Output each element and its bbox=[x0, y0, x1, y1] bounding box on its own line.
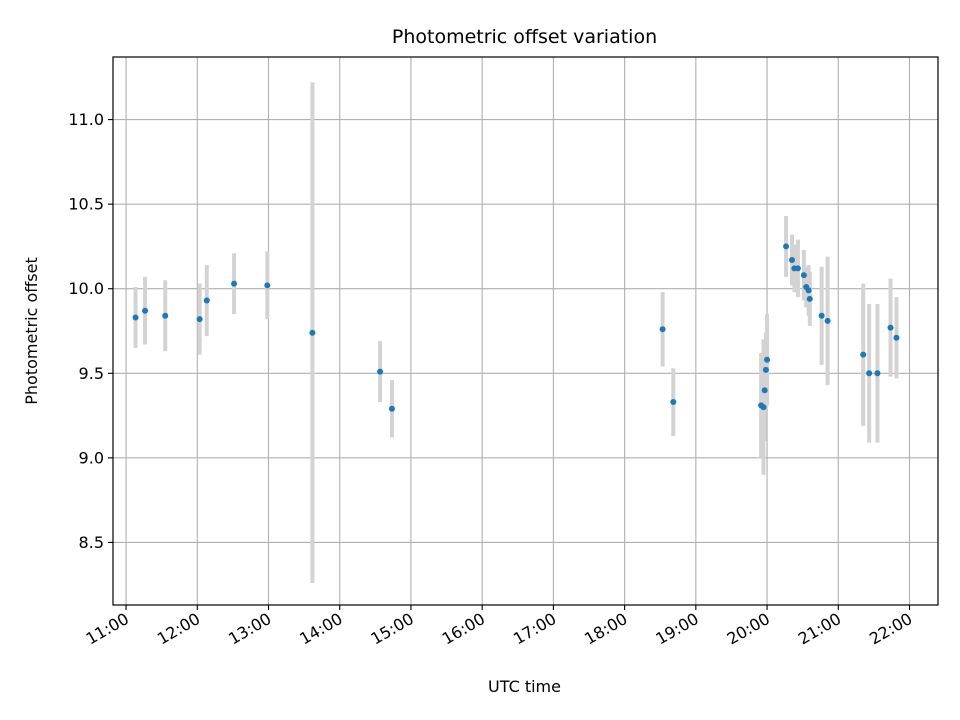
data-point bbox=[806, 295, 813, 302]
data-point bbox=[893, 334, 900, 341]
data-point bbox=[866, 370, 873, 377]
data-point bbox=[824, 317, 831, 324]
y-tick-label: 10.0 bbox=[68, 279, 104, 298]
y-tick-label: 10.5 bbox=[68, 195, 104, 214]
data-point bbox=[887, 324, 894, 331]
y-tick-label: 8.5 bbox=[79, 533, 104, 552]
data-point bbox=[818, 312, 825, 319]
data-point bbox=[388, 405, 395, 412]
x-axis-title: UTC time bbox=[488, 677, 561, 696]
data-point bbox=[264, 282, 271, 289]
data-point bbox=[203, 297, 210, 304]
data-point bbox=[764, 356, 771, 363]
y-axis: 8.5 9.0 9.5 10.0 10.5 11.0 bbox=[68, 110, 113, 552]
data-point bbox=[760, 404, 767, 411]
data-point bbox=[132, 314, 139, 321]
data-point bbox=[142, 307, 149, 314]
y-tick-label: 9.0 bbox=[79, 448, 104, 467]
data-point bbox=[874, 370, 881, 377]
data-point bbox=[196, 316, 203, 323]
data-point bbox=[783, 243, 790, 250]
data-point bbox=[800, 272, 807, 279]
data-point bbox=[761, 387, 768, 394]
data-point bbox=[377, 368, 384, 375]
data-point bbox=[805, 287, 812, 294]
data-point bbox=[860, 351, 867, 358]
data-point bbox=[670, 399, 677, 406]
chart-title: Photometric offset variation bbox=[392, 26, 657, 48]
y-axis-title: Photometric offset bbox=[22, 257, 41, 405]
data-point bbox=[309, 329, 316, 336]
data-points bbox=[132, 243, 900, 412]
data-point bbox=[231, 280, 238, 287]
data-point bbox=[659, 326, 666, 333]
data-point bbox=[762, 366, 769, 373]
data-point bbox=[794, 265, 801, 272]
plot-area bbox=[112, 56, 939, 606]
y-tick-label: 9.5 bbox=[79, 364, 104, 383]
data-point bbox=[788, 256, 795, 263]
data-point bbox=[162, 312, 169, 319]
y-tick-label: 11.0 bbox=[68, 110, 104, 129]
